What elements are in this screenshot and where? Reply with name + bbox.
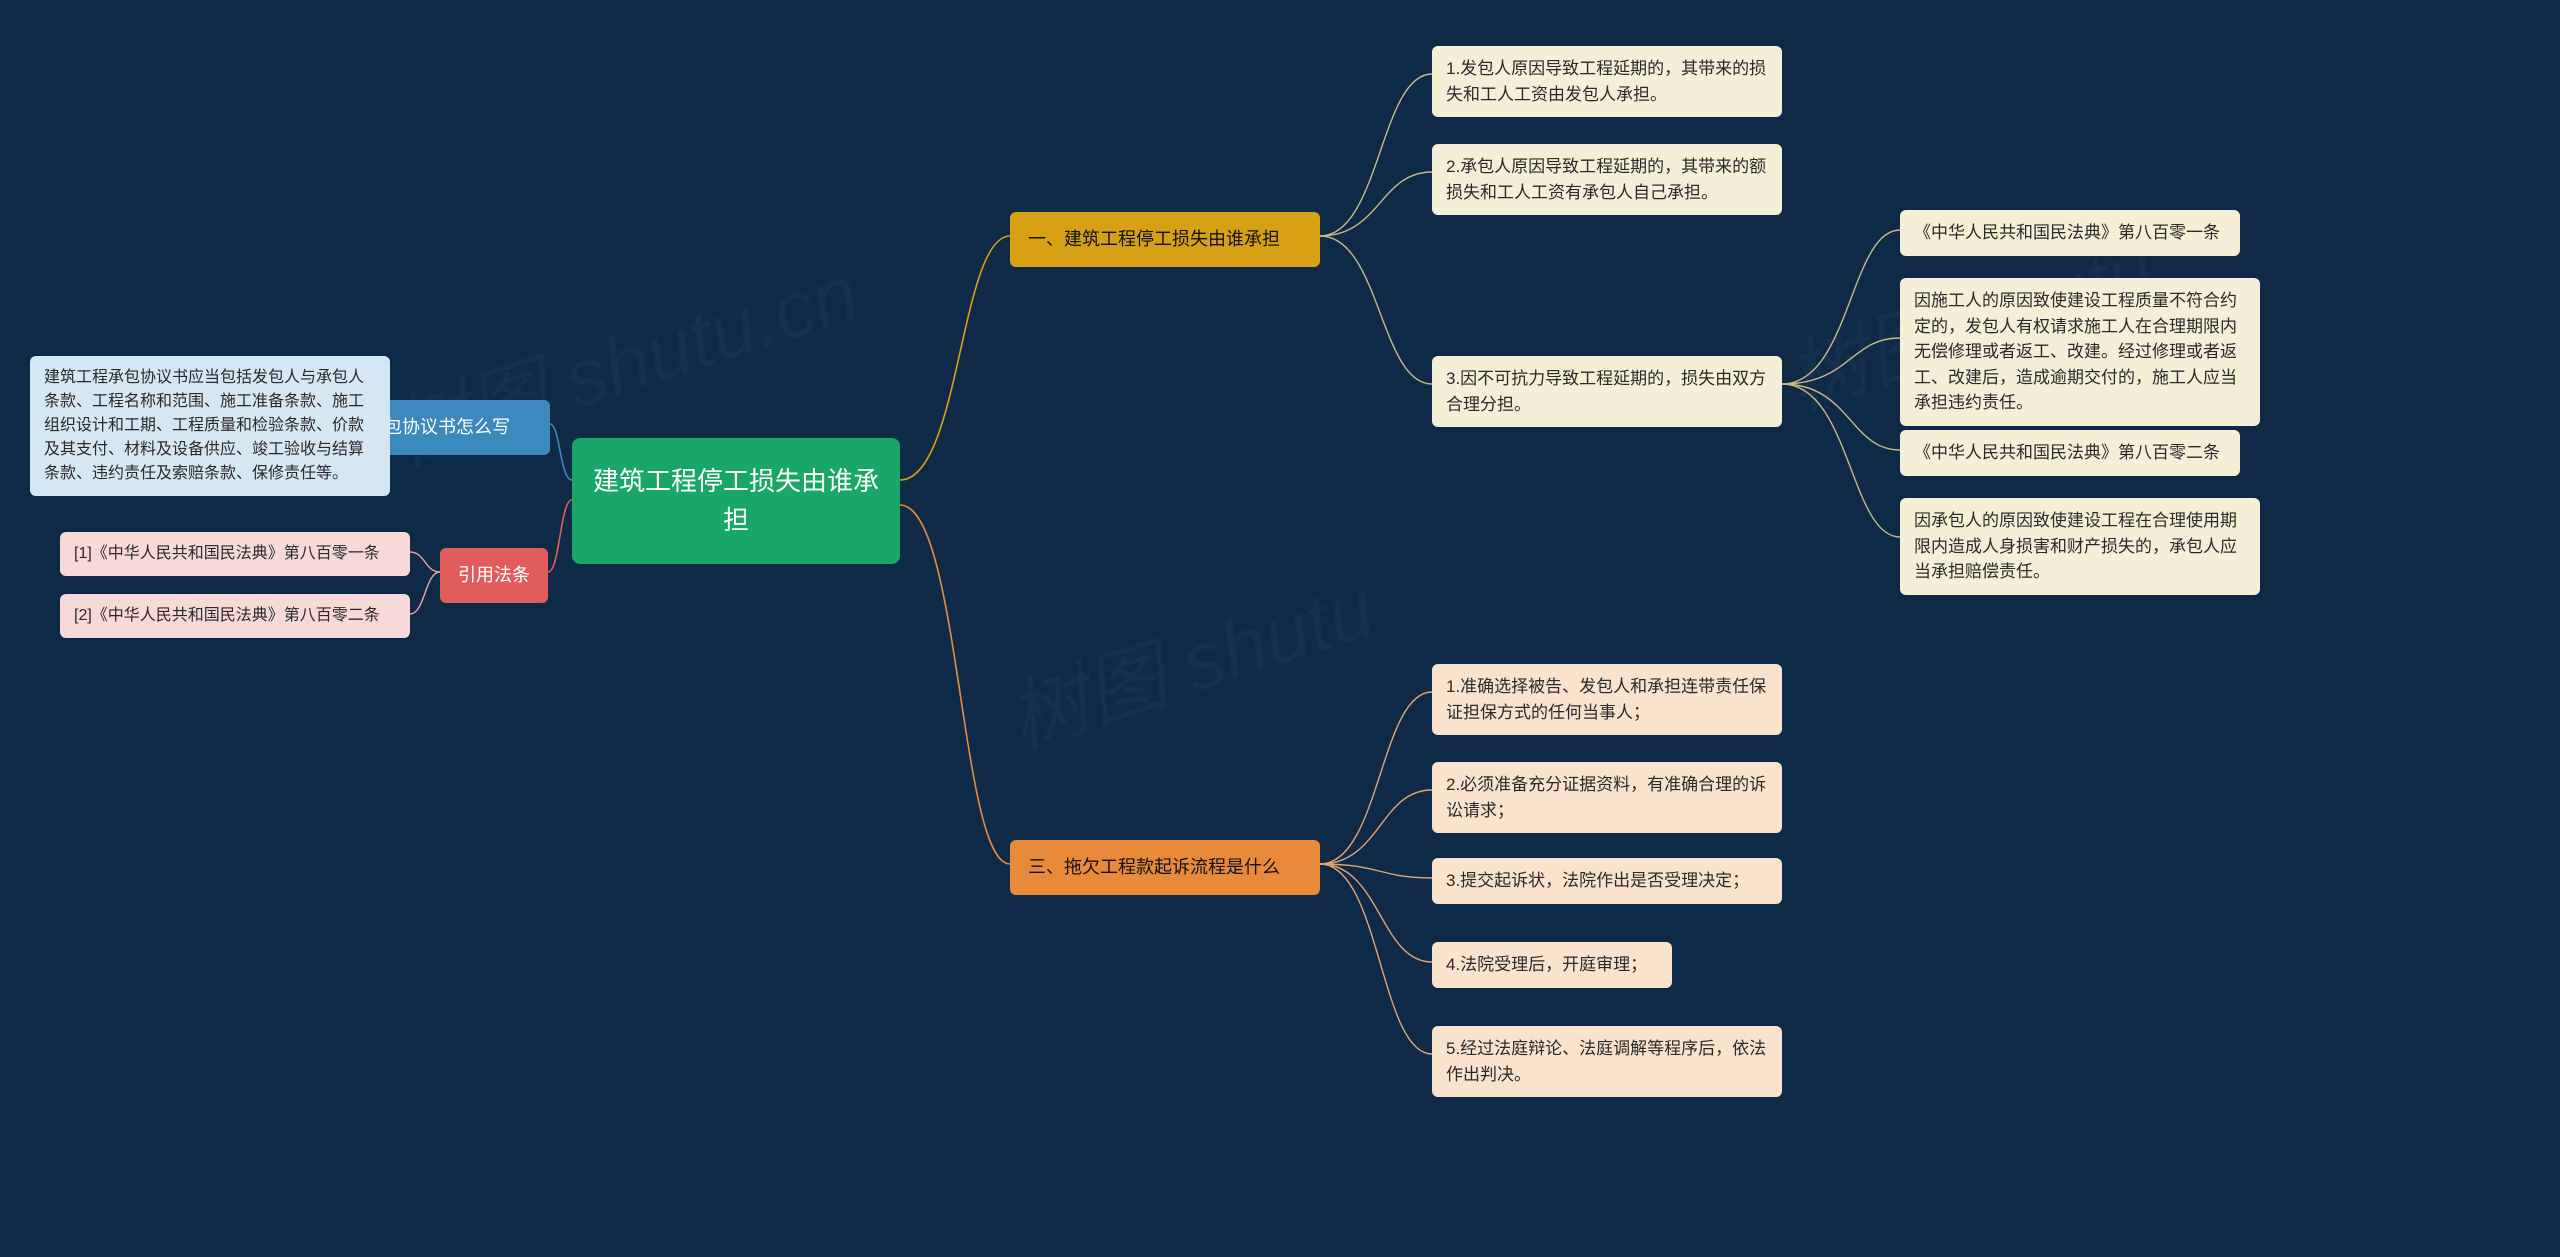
b1-leaf-3[interactable]: 3.因不可抗力导致工程延期的，损失由双方合理分担。 xyxy=(1432,356,1782,427)
b1-leaf-3-sub-4[interactable]: 因承包人的原因致使建设工程在合理使用期限内造成人身损害和财产损失的，承包人应当承… xyxy=(1900,498,2260,595)
b3-leaf-3[interactable]: 3.提交起诉状，法院作出是否受理决定； xyxy=(1432,858,1782,904)
bref-leaf-2[interactable]: [2]《中华人民共和国民法典》第八百零二条 xyxy=(60,594,410,638)
b3-leaf-2[interactable]: 2.必须准备充分证据资料，有准确合理的诉讼请求； xyxy=(1432,762,1782,833)
b1-leaf-2[interactable]: 2.承包人原因导致工程延期的，其带来的额损失和工人工资有承包人自己承担。 xyxy=(1432,144,1782,215)
branch-ref[interactable]: 引用法条 xyxy=(440,548,548,603)
b3-leaf-1[interactable]: 1.准确选择被告、发包人和承担连带责任保证担保方式的任何当事人； xyxy=(1432,664,1782,735)
b3-leaf-4[interactable]: 4.法院受理后，开庭审理； xyxy=(1432,942,1672,988)
branch-3[interactable]: 三、拖欠工程款起诉流程是什么 xyxy=(1010,840,1320,895)
b3-leaf-5[interactable]: 5.经过法庭辩论、法庭调解等程序后，依法作出判决。 xyxy=(1432,1026,1782,1097)
b1-leaf-3-sub-1[interactable]: 《中华人民共和国民法典》第八百零一条 xyxy=(1900,210,2240,256)
b1-leaf-3-sub-2[interactable]: 因施工人的原因致使建设工程质量不符合约定的，发包人有权请求施工人在合理期限内无偿… xyxy=(1900,278,2260,426)
b2-leaf-1-visible[interactable]: 建筑工程承包协议书应当包括发包人与承包人条款、工程名称和范围、施工准备条款、施工… xyxy=(30,356,390,496)
b1-leaf-1[interactable]: 1.发包人原因导致工程延期的，其带来的损失和工人工资由发包人承担。 xyxy=(1432,46,1782,117)
branch-1[interactable]: 一、建筑工程停工损失由谁承担 xyxy=(1010,212,1320,267)
b1-leaf-3-sub-3[interactable]: 《中华人民共和国民法典》第八百零二条 xyxy=(1900,430,2240,476)
root-node[interactable]: 建筑工程停工损失由谁承担 xyxy=(572,438,900,564)
bref-leaf-1[interactable]: [1]《中华人民共和国民法典》第八百零一条 xyxy=(60,532,410,576)
watermark: 树图 shutu xyxy=(991,544,1386,771)
